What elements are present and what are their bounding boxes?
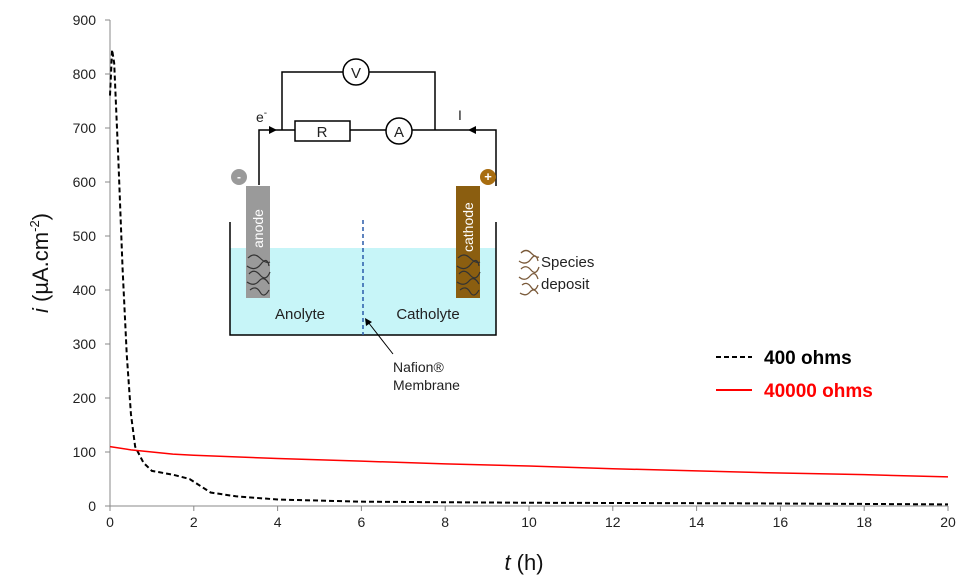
cathode-sign: + (484, 169, 492, 184)
membrane-callout-line (367, 321, 394, 355)
cathode-deposit-icon (456, 254, 481, 296)
y-tick-label: 800 (73, 66, 97, 82)
x-tick-label: 0 (106, 514, 114, 530)
anode-deposit-icon (246, 254, 271, 296)
anode-sign: - (237, 170, 241, 184)
current-arrow (468, 126, 476, 134)
voltmeter-label: V (351, 65, 361, 82)
species-label-line1: Species (541, 254, 594, 271)
ammeter-icon (385, 117, 413, 145)
x-axis-title-rest: (h) (511, 550, 544, 575)
anolyte-label: Anolyte (275, 306, 325, 323)
x-tick-label: 4 (274, 514, 282, 530)
x-tick-label: 6 (358, 514, 366, 530)
series-line-0 (109, 49, 949, 506)
cathode-sign-badge (480, 169, 496, 185)
y-axis-title-close: ) (28, 213, 53, 220)
y-tick-label: 600 (73, 174, 97, 190)
x-tick-label: 2 (190, 514, 198, 530)
y-tick-label: 100 (73, 444, 97, 460)
membrane-label-line1: Nafion® (393, 359, 444, 375)
y-tick-label: 900 (73, 12, 97, 28)
ammeter-label: A (394, 124, 404, 141)
y-axis-title-rest: (µA.cm (28, 232, 53, 308)
membrane-label-line2: Membrane (393, 377, 460, 393)
legend-label-40000-ohms: 40000 ohms (764, 381, 873, 402)
y-tick-label: 200 (73, 390, 97, 406)
x-tick-label: 18 (856, 514, 872, 530)
series-line-1 (109, 445, 949, 478)
y-axis-title: i (µA.cm-2) (27, 213, 53, 313)
electron-label-main: e (256, 109, 264, 125)
x-axis-title-italic: t (504, 550, 511, 575)
x-tick-label: 10 (521, 514, 537, 530)
voltmeter-icon (342, 58, 370, 86)
species-label-line2: deposit (541, 276, 590, 293)
electron-arrow (269, 126, 277, 134)
x-axis-title: t (h) (504, 550, 543, 575)
ticks: 0 2 4 6 8 10 12 14 16 18 2001002003004005006007008… (73, 12, 956, 530)
catholyte-label: Catholyte (396, 306, 459, 323)
x-tick-label: 16 (773, 514, 789, 530)
y-axis-title-sup: -2 (27, 220, 42, 232)
anode-label: anode (250, 209, 266, 248)
series-layer (109, 49, 949, 506)
membrane-callout-arrow (365, 318, 372, 326)
species-deposit-icon (518, 249, 540, 296)
y-tick-label: 500 (73, 228, 97, 244)
x-tick-label: 20 (940, 514, 956, 530)
y-tick-label: 0 (88, 498, 96, 514)
electron-label: e- (256, 108, 267, 125)
current-label: I (458, 107, 462, 123)
resistor-icon (294, 120, 351, 142)
x-tick-label: 14 (689, 514, 705, 530)
legend: 400 ohms 40000 ohms (716, 348, 873, 402)
x-tick-label: 12 (605, 514, 621, 530)
y-tick-label: 400 (73, 282, 97, 298)
cathode-label: cathode (460, 202, 476, 252)
inner-wire (258, 129, 497, 186)
y-tick-label: 300 (73, 336, 97, 352)
y-tick-label: 700 (73, 120, 97, 136)
anode-sign-badge (231, 169, 247, 185)
y-axis-title-italic: i (28, 307, 53, 313)
electron-label-sup: - (264, 108, 267, 119)
cell-diagram: V R A e- I anode - cathode + Species dep… (229, 58, 594, 393)
legend-label-400-ohms: 400 ohms (764, 348, 852, 369)
resistor-label: R (317, 124, 328, 141)
x-tick-label: 8 (441, 514, 449, 530)
